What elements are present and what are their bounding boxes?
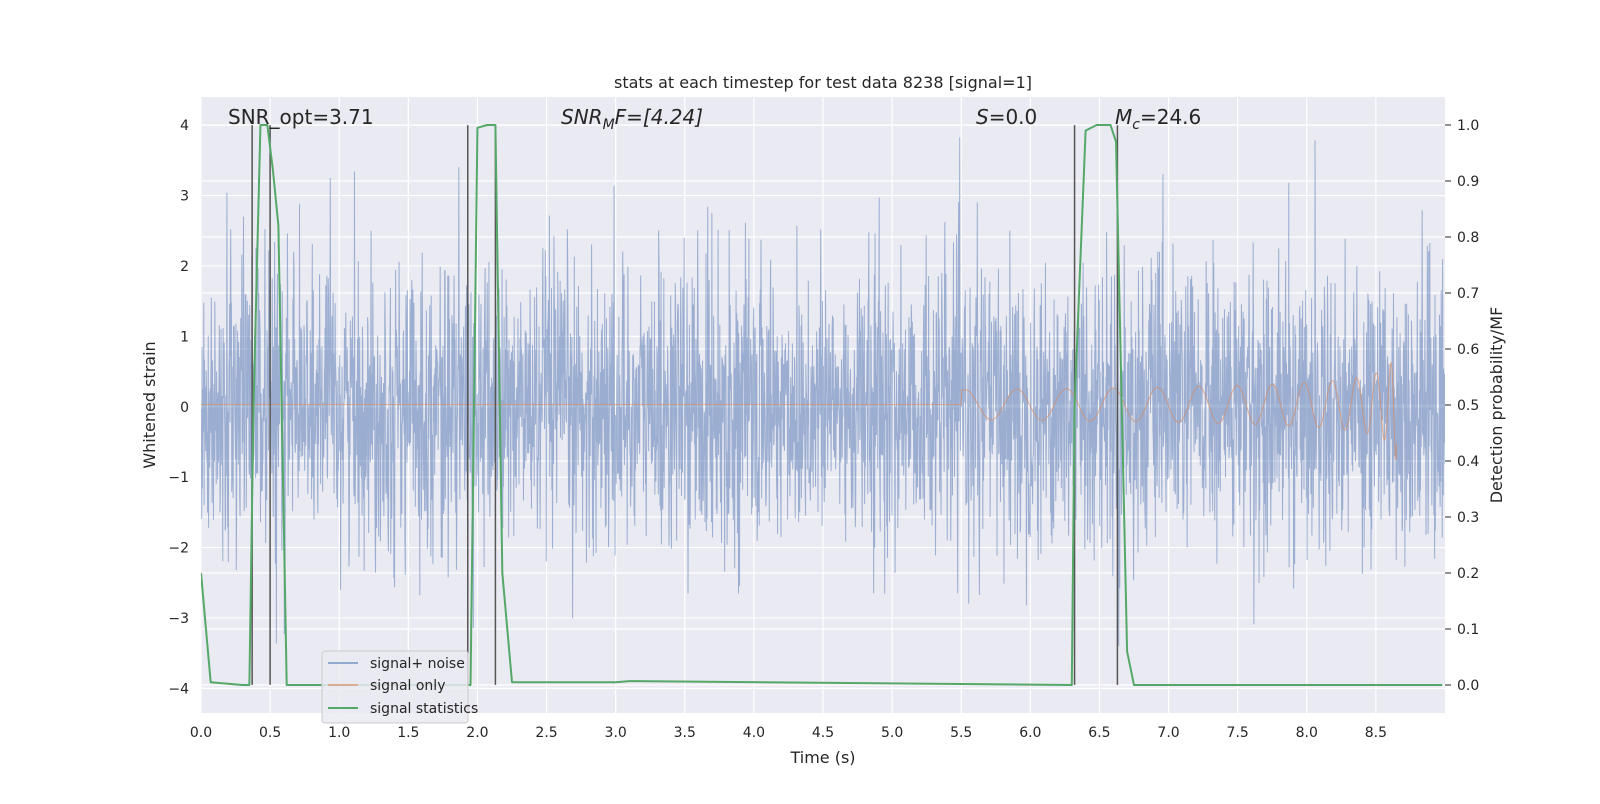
right-y-tick-label-6: 0.4 xyxy=(1457,454,1479,470)
x-tick-label-3: 1.5 xyxy=(397,725,419,741)
annotation-mc: Mc=24.6 xyxy=(1115,105,1201,133)
left-y-axis-label: Whitened strain xyxy=(140,341,159,468)
right-y-tick-label-1: 0.9 xyxy=(1457,174,1479,190)
x-tick-label-16: 8.0 xyxy=(1296,725,1318,741)
left-y-tick-label-7: −3 xyxy=(168,611,189,627)
right-y-tick-label-10: 0.0 xyxy=(1457,678,1479,694)
x-tick-label-4: 2.0 xyxy=(466,725,488,741)
left-y-tick-label-4: 0 xyxy=(180,400,189,416)
right-y-tick-label-2: 0.8 xyxy=(1457,230,1479,246)
annotation-mc-var: M xyxy=(1115,105,1132,129)
x-tick-label-11: 5.5 xyxy=(950,725,972,741)
signal-statistics-line xyxy=(201,124,1443,686)
annotation-snr-mf-base: SNR xyxy=(561,105,603,129)
right-y-tick-label-7: 0.3 xyxy=(1457,510,1479,526)
annotation-snr-mf-tail: F=[4.24] xyxy=(615,105,703,129)
annotation-snr-opt: SNR_opt=3.71 xyxy=(228,105,374,129)
x-tick-label-12: 6.0 xyxy=(1019,725,1041,741)
left-y-tick-label-0: 4 xyxy=(180,118,189,134)
signal-statistics-series xyxy=(201,124,1443,686)
left-y-tick-label-8: −4 xyxy=(168,681,189,697)
left-y-tick-label-6: −2 xyxy=(168,541,189,557)
x-tick-label-14: 7.0 xyxy=(1157,725,1179,741)
x-tick-label-17: 8.5 xyxy=(1365,725,1387,741)
signal-noise-series xyxy=(201,137,1445,647)
right-y-tick-label-5: 0.5 xyxy=(1457,398,1479,414)
annotation-s-var: S xyxy=(976,105,989,129)
x-axis-label: Time (s) xyxy=(789,748,855,767)
legend-label-signal-statistics: signal statistics xyxy=(370,701,478,717)
signal-noise-line xyxy=(201,137,1445,647)
annotation-mc-tail: =24.6 xyxy=(1140,105,1201,129)
x-tick-label-15: 7.5 xyxy=(1227,725,1249,741)
x-tick-label-1: 0.5 xyxy=(259,725,281,741)
x-tick-label-6: 3.0 xyxy=(605,725,627,741)
x-tick-label-0: 0.0 xyxy=(190,725,212,741)
annotation-mc-sub: c xyxy=(1132,117,1140,133)
chart-title: stats at each timestep for test data 823… xyxy=(614,73,1032,92)
left-y-tick-label-3: 1 xyxy=(180,329,189,345)
left-y-tick-label-1: 3 xyxy=(180,189,189,205)
right-y-tick-label-8: 0.2 xyxy=(1457,566,1479,582)
signal-only-series xyxy=(201,361,1398,460)
signal-only-line xyxy=(201,361,1398,460)
x-tick-label-9: 4.5 xyxy=(812,725,834,741)
right-y-tick-label-3: 0.7 xyxy=(1457,286,1479,302)
annotation-snr-mf-sub: M xyxy=(603,117,615,133)
right-y-axis-label: Detection probability/MF xyxy=(1487,307,1506,504)
right-y-tick-label-4: 0.6 xyxy=(1457,342,1479,358)
legend: signal+ noise signal only signal statist… xyxy=(321,650,478,724)
annotation-s-value: S=0.0 xyxy=(976,105,1037,129)
right-y-tick-label-9: 0.1 xyxy=(1457,622,1479,638)
x-axis-ticks: 0.0 0.5 1.0 1.5 2.0 2.5 3.0 3.5 4.0 4.5 5.0 5.5 6.0 6… xyxy=(190,725,1387,741)
legend-box xyxy=(321,650,469,724)
x-tick-label-7: 3.5 xyxy=(674,725,696,741)
legend-label-signal-noise: signal+ noise xyxy=(370,656,465,672)
right-y-tick-label-0: 1.0 xyxy=(1457,118,1479,134)
x-tick-label-5: 2.5 xyxy=(535,725,557,741)
left-y-tick-label-5: −1 xyxy=(168,470,189,486)
annotation-snr-mf: SNRMF=[4.24] xyxy=(561,105,703,133)
x-tick-label-13: 6.5 xyxy=(1088,725,1110,741)
right-y-axis-ticks: 1.0 0.9 0.8 0.7 0.6 0.5 0.4 0.3 0.2 0.1 0.0 xyxy=(1445,118,1479,694)
x-tick-label-2: 1.0 xyxy=(328,725,350,741)
annotation-s-tail: =0.0 xyxy=(989,105,1038,129)
left-y-axis-ticks: 4 3 2 1 0 −1 −2 −3 −4 xyxy=(168,118,189,697)
legend-label-signal-only: signal only xyxy=(370,678,445,694)
x-tick-label-8: 4.0 xyxy=(743,725,765,741)
left-y-tick-label-2: 2 xyxy=(180,259,189,275)
x-tick-label-10: 5.0 xyxy=(881,725,903,741)
